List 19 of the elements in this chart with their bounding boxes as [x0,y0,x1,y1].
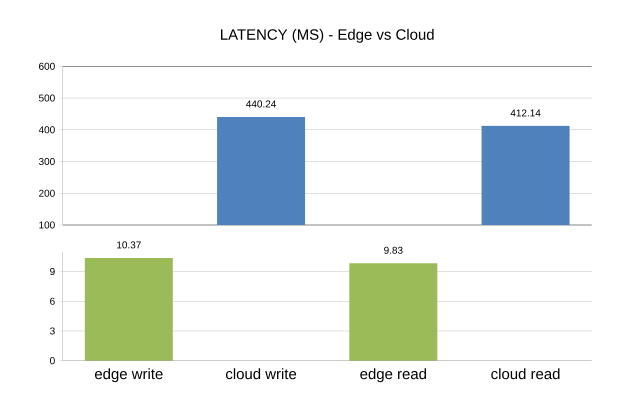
y-tick-label: 600 [39,62,55,70]
chart-title: LATENCY (MS) - Edge vs Cloud [221,28,434,43]
y-tick-label: 100 [39,221,55,229]
x-tick-label: edge read [360,368,426,382]
y-tick-label: 300 [38,158,55,166]
data-label: 440.24 [246,100,276,108]
y-tick-label: 6 [50,298,55,305]
y-tick-label: 3 [50,327,55,334]
data-label: 9.83 [384,246,403,254]
x-tick-label: edge write [95,368,163,382]
y-tick-label: 500 [38,94,55,102]
data-label: 10.37 [117,241,141,248]
y-tick-label: 9 [50,268,55,276]
x-tick-label: cloud read [491,368,560,380]
data-label: 412.14 [510,109,541,116]
x-tick-label: cloud write [226,368,296,380]
y-tick-label: 200 [39,190,55,197]
y-tick-label: 400 [38,126,55,134]
y-tick-label: 0 [50,357,55,364]
